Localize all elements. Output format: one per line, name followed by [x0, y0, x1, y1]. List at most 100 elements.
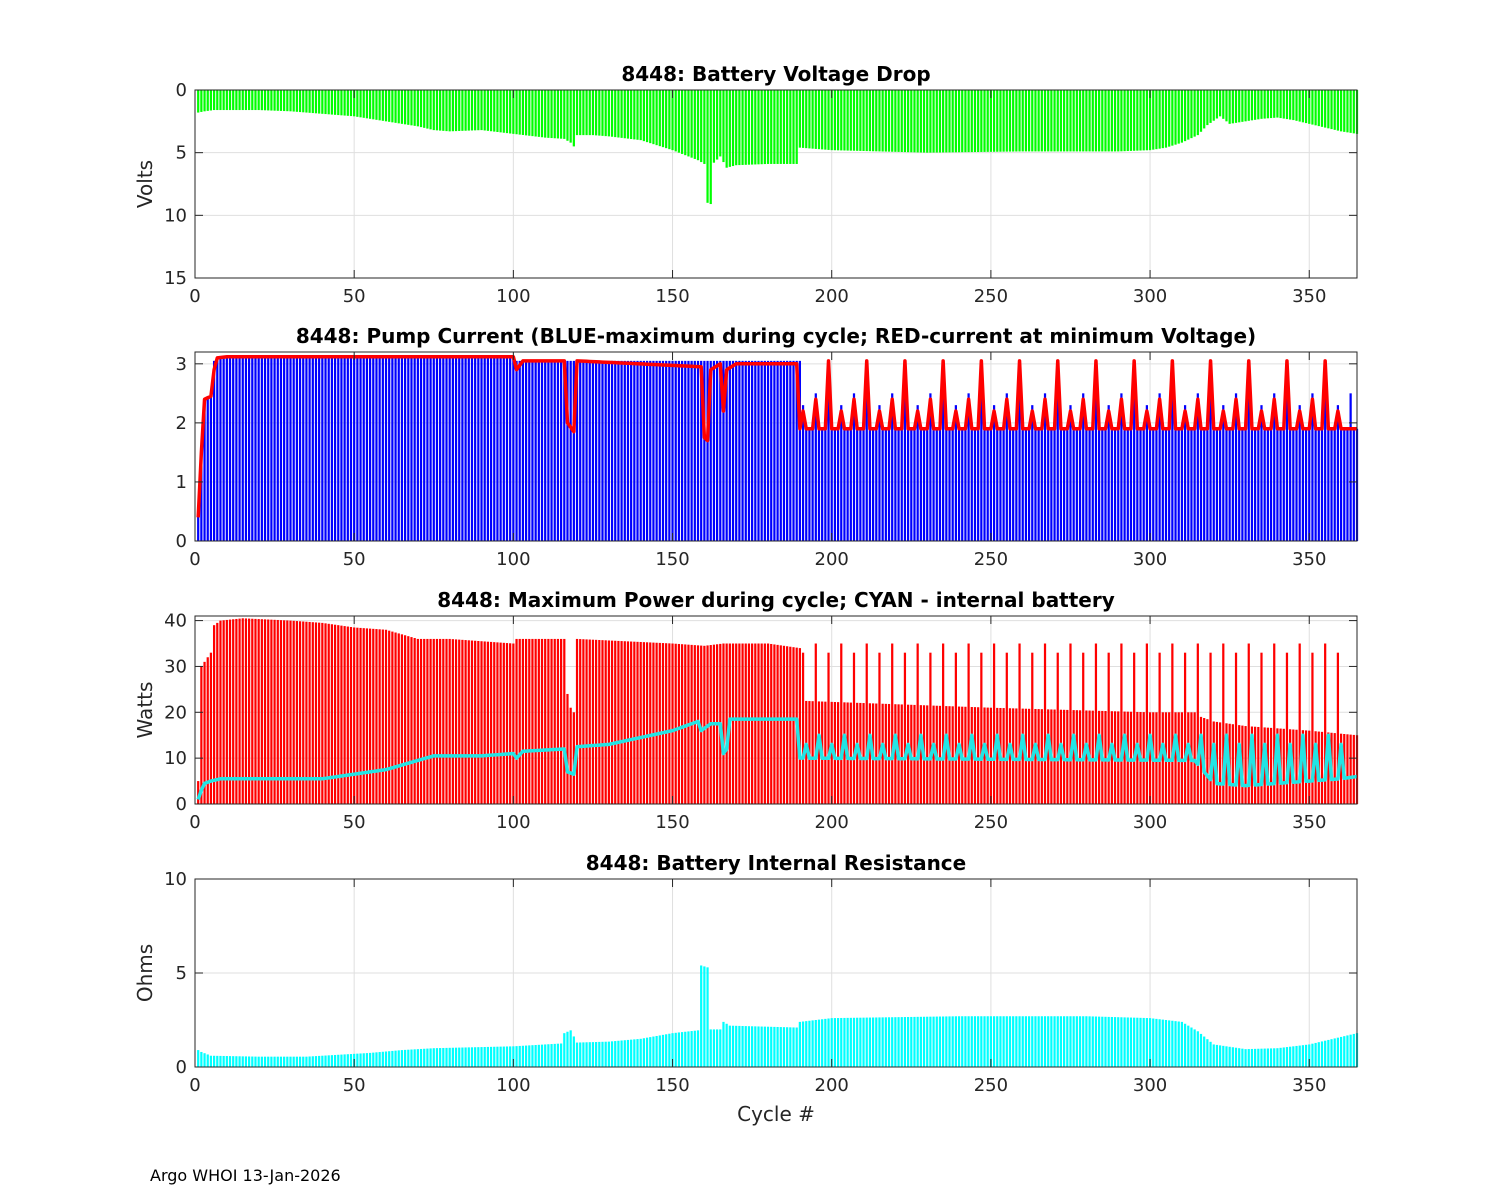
current-bar [954, 405, 957, 541]
voltage-bar [461, 90, 464, 131]
current-bar [257, 357, 260, 541]
resistance-bar [1129, 1017, 1133, 1067]
current-bar [1273, 393, 1276, 541]
voltage-bar [1218, 90, 1222, 117]
resistance-bar [1002, 1016, 1005, 1067]
voltage-bar [254, 90, 257, 111]
resistance-bar [1222, 1045, 1225, 1067]
power-bar [1285, 652, 1289, 804]
resistance-bar [333, 1054, 337, 1067]
power-bar [228, 619, 232, 804]
power-xtick-label: 350 [1292, 812, 1326, 833]
power-bar [423, 638, 426, 804]
resistance-bar [601, 1041, 604, 1067]
current-bar [254, 357, 257, 541]
resistance-bar [556, 1043, 560, 1067]
voltage-bar [623, 90, 626, 139]
current-bar [684, 360, 687, 541]
resistance-bar [1269, 1048, 1273, 1067]
resistance-bar [1136, 1017, 1139, 1067]
resistance-bar [346, 1054, 349, 1067]
voltage-bar [1021, 90, 1024, 152]
power-bar [782, 645, 786, 804]
power-bar [1053, 709, 1056, 804]
voltage-bar [509, 90, 512, 134]
current-bar [1050, 428, 1053, 541]
current-bar [738, 360, 741, 541]
power-bar [1158, 652, 1161, 804]
resistance-bar [891, 1017, 894, 1067]
power-bar [601, 640, 604, 804]
resistance-bar [448, 1047, 451, 1067]
current-bar [1190, 428, 1193, 541]
voltage-bar [1085, 90, 1088, 152]
voltage-bar [435, 90, 439, 131]
voltage-bar [862, 90, 865, 151]
voltage-bar [868, 90, 872, 152]
voltage-bar [270, 90, 273, 111]
voltage-bar [875, 90, 878, 152]
current-bar [1152, 428, 1155, 541]
voltage-bar [563, 90, 566, 139]
voltage-bar [200, 90, 203, 112]
voltage-bar [1171, 90, 1174, 146]
resistance-bar [843, 1017, 846, 1067]
power-bar [1161, 712, 1164, 804]
power-bar [604, 640, 607, 804]
current-bar [751, 360, 754, 541]
power-bar [359, 627, 362, 804]
resistance-bar [642, 1038, 645, 1067]
power-bar [735, 643, 738, 804]
resistance-bar [977, 1016, 980, 1067]
resistance-bar [349, 1054, 353, 1067]
current-bar [1155, 428, 1158, 541]
voltage-bar [232, 90, 235, 111]
voltage-bar [992, 90, 996, 152]
current-bar [1295, 428, 1298, 541]
resistance-bar [630, 1039, 633, 1067]
voltage-bar [916, 90, 919, 153]
voltage-bar [922, 90, 926, 153]
resistance-bar [209, 1055, 213, 1067]
resistance-bar [916, 1016, 919, 1067]
voltage-bar [674, 90, 677, 152]
power-bar [731, 643, 735, 804]
voltage-bar [792, 90, 795, 164]
power-xtick-label: 0 [189, 812, 200, 833]
power-bar [1187, 712, 1190, 804]
current-bar [289, 357, 292, 541]
power-bar [1199, 716, 1203, 804]
resistance-bar [235, 1056, 238, 1067]
voltage-bar [795, 90, 798, 164]
voltage-bar [1244, 90, 1247, 122]
current-bar [903, 360, 907, 541]
voltage-bar [626, 90, 630, 139]
voltage-bar [652, 90, 655, 145]
current-bar [1110, 428, 1113, 541]
resistance-bar [419, 1048, 423, 1067]
current-bar [212, 360, 216, 541]
resistance-bar [416, 1049, 419, 1067]
voltage-xtick-label: 300 [1133, 286, 1167, 307]
resistance-bar [1164, 1020, 1168, 1067]
current-bar [1101, 428, 1104, 541]
power-bar [569, 707, 572, 804]
resistance-bar [973, 1016, 977, 1067]
voltage-bar [1034, 90, 1037, 152]
voltage-bar [572, 90, 575, 147]
voltage-bar [658, 90, 661, 147]
current-bar [1187, 428, 1190, 541]
resistance-bar [1027, 1016, 1031, 1067]
power-bar [480, 641, 483, 804]
current-bar [1059, 428, 1063, 541]
resistance-bar [875, 1017, 878, 1067]
resistance-bar [1120, 1017, 1123, 1067]
voltage-bar [964, 90, 967, 153]
voltage-xtick-label: 0 [189, 286, 200, 307]
power-bar [1034, 708, 1037, 804]
voltage-bar [1183, 90, 1187, 142]
power-bar [365, 628, 369, 804]
power-bar [1104, 711, 1107, 804]
voltage-bar [1126, 90, 1129, 152]
current-bar [836, 428, 840, 541]
